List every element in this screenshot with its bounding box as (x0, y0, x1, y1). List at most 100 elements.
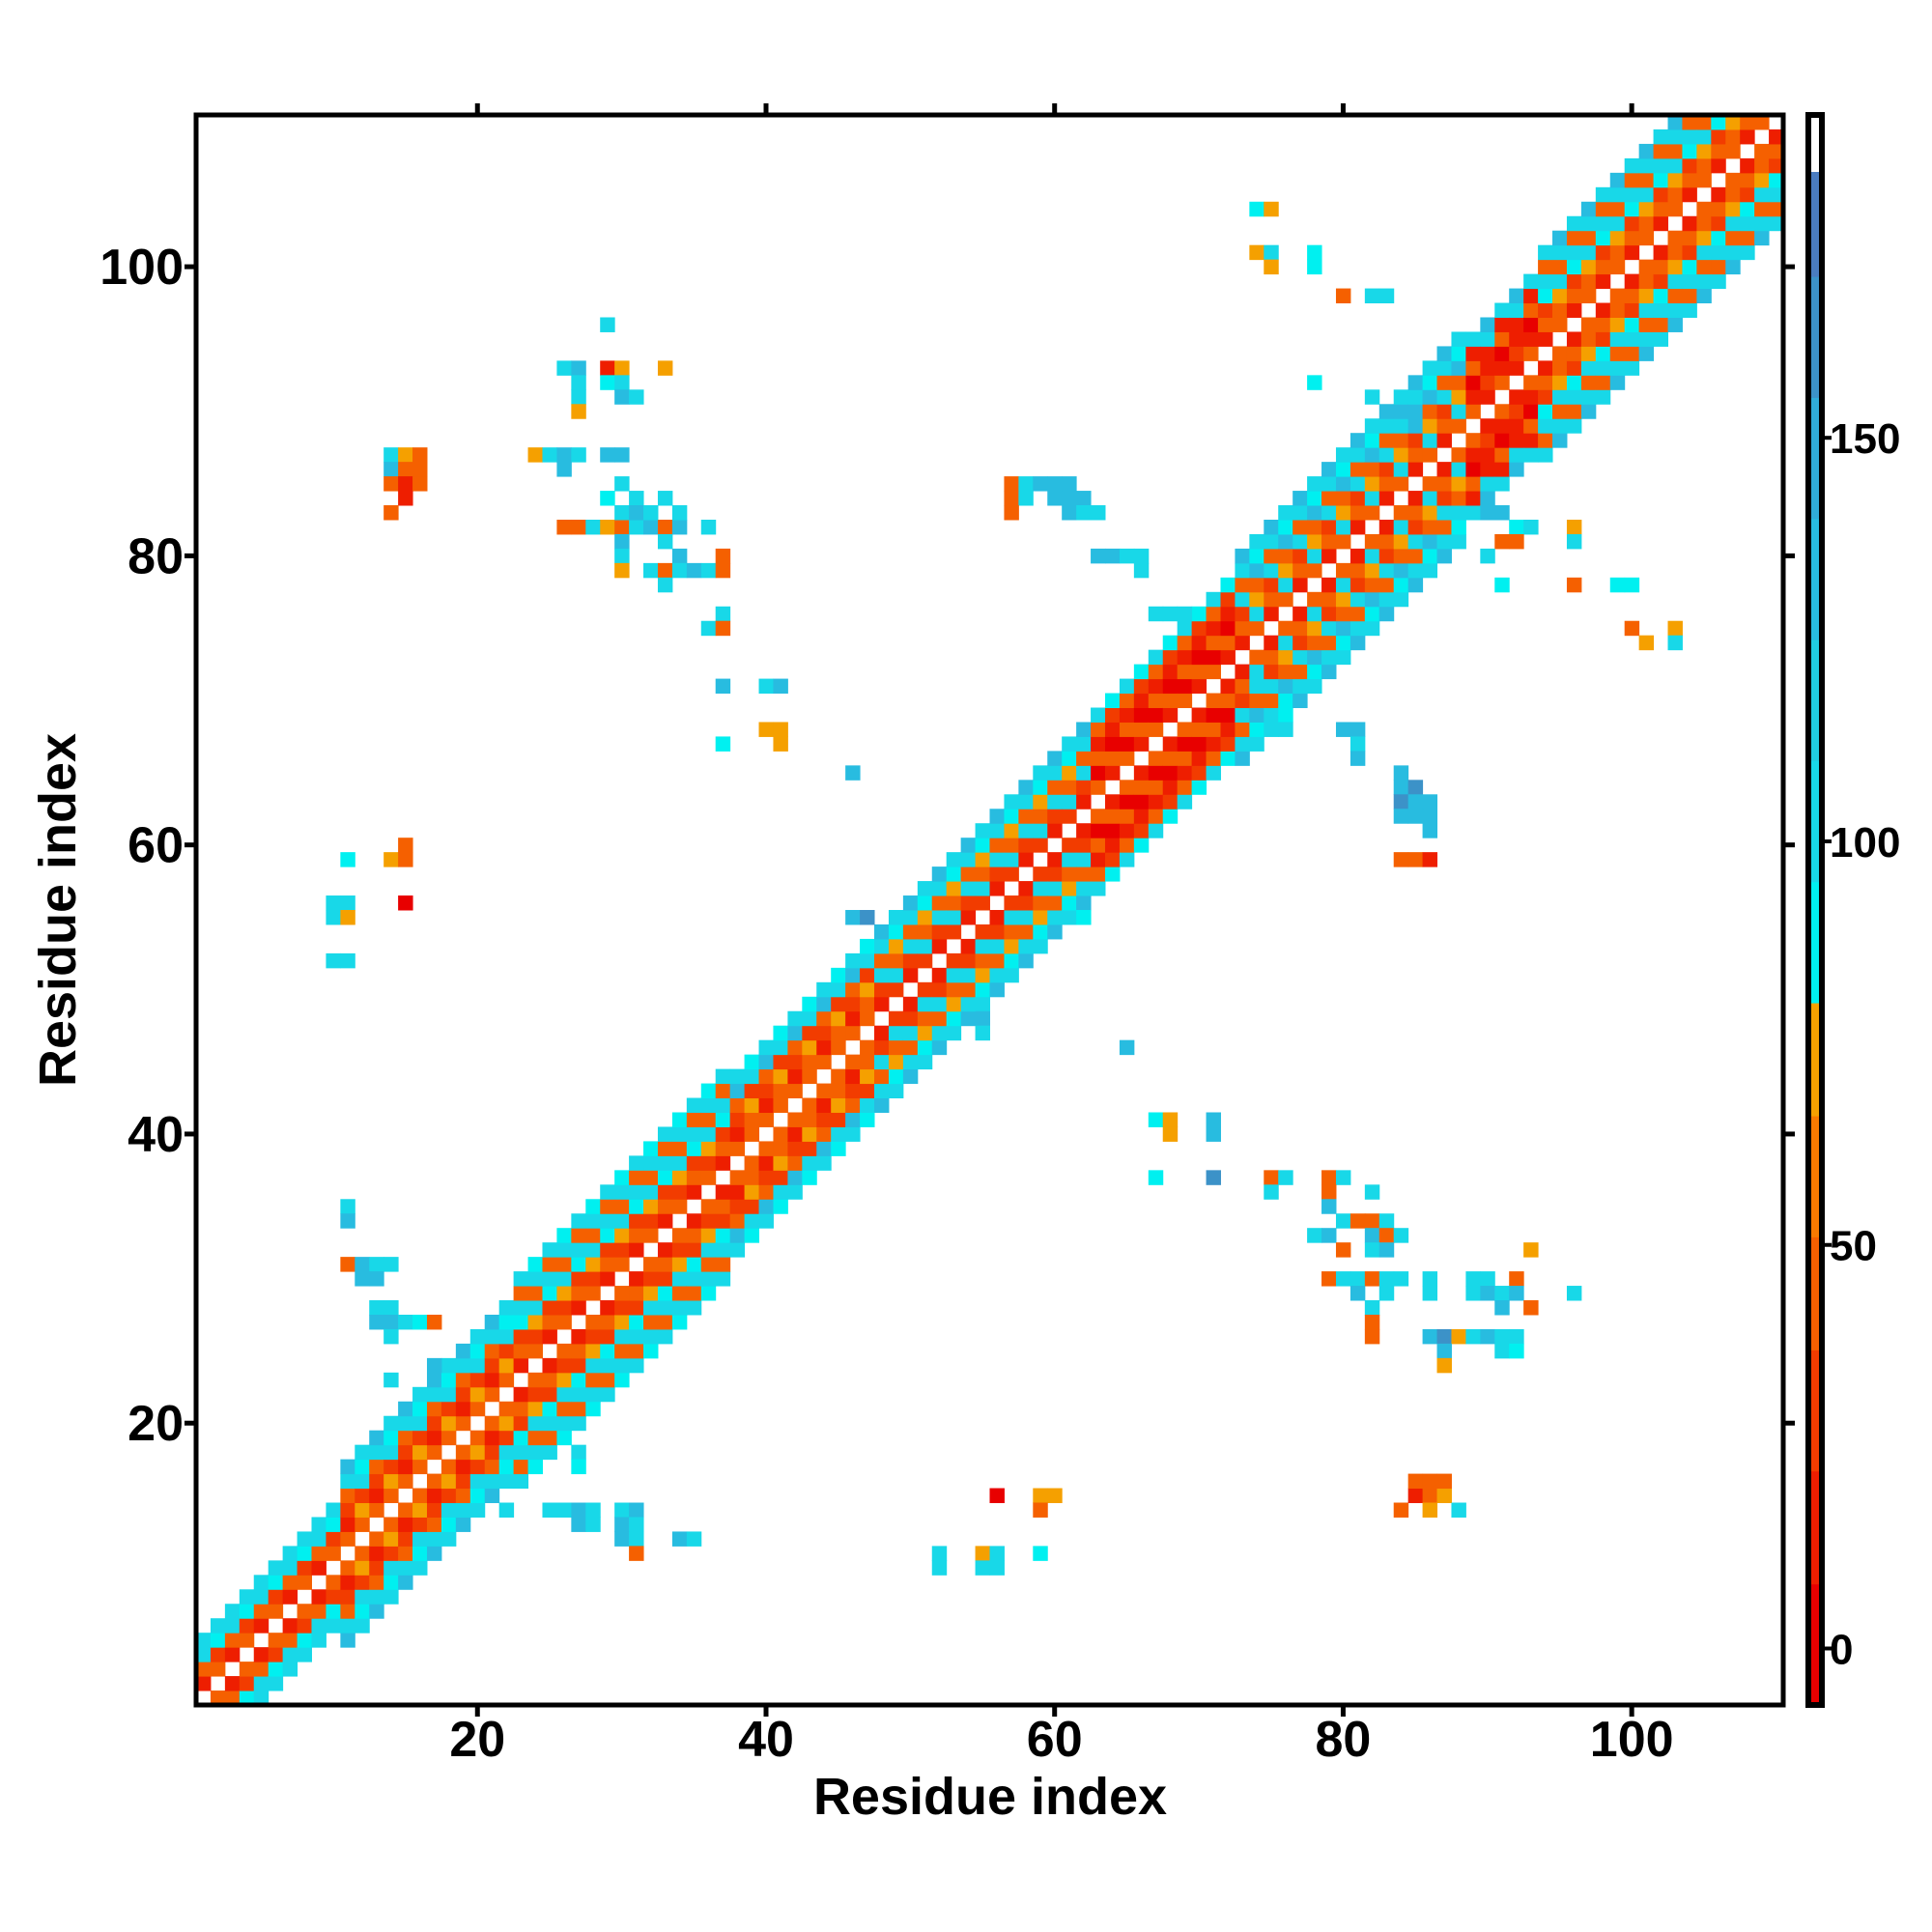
heatmap-cell (874, 923, 890, 940)
heatmap-cell (1264, 533, 1279, 550)
heatmap-cell (1321, 548, 1337, 564)
heatmap-cell (860, 910, 875, 925)
heatmap-cell (787, 1112, 803, 1127)
heatmap-cell (527, 1257, 543, 1272)
heatmap-cell (1407, 418, 1424, 434)
heatmap-cell (1364, 462, 1380, 477)
heatmap-cell (1104, 809, 1121, 824)
heatmap-cell (1235, 620, 1250, 637)
heatmap-cell (527, 1415, 543, 1432)
heatmap-cell (469, 1502, 486, 1518)
heatmap-cell (1264, 577, 1279, 593)
heatmap-cell (1004, 910, 1019, 925)
heatmap-cell (1754, 157, 1770, 174)
heatmap-cell (196, 1647, 212, 1662)
heatmap-cell (1364, 562, 1380, 579)
heatmap-cell (1018, 794, 1034, 810)
heatmap-cell (1436, 418, 1452, 434)
heatmap-cell (643, 1300, 659, 1316)
heatmap-cell (398, 462, 413, 477)
heatmap-cell (1364, 606, 1380, 622)
heatmap-cell (1335, 505, 1351, 521)
heatmap-cell (1249, 562, 1264, 579)
heatmap-cell (369, 1444, 384, 1461)
heatmap-cell (1393, 1271, 1409, 1287)
heatmap-cell (1538, 331, 1553, 347)
heatmap-cell (989, 823, 1005, 838)
heatmap-cell (556, 1314, 572, 1330)
heatmap-cell (1580, 273, 1597, 290)
heatmap-cell (297, 1531, 312, 1547)
heatmap-cell (1177, 751, 1193, 766)
heatmap-cell (975, 952, 990, 969)
heatmap-cell (282, 1662, 298, 1677)
heatmap-cell (1004, 952, 1019, 969)
heatmap-cell (498, 1372, 515, 1388)
heatmap-cell (1033, 938, 1048, 954)
heatmap-cell (600, 1271, 615, 1287)
heatmap-cell (1580, 404, 1597, 419)
heatmap-cell (1538, 288, 1553, 304)
heatmap-cell (1609, 288, 1626, 304)
heatmap-cell (1162, 693, 1179, 709)
heatmap-cell (845, 981, 861, 998)
heatmap-cell (1552, 375, 1568, 390)
heatmap-cell (1191, 678, 1208, 695)
heatmap-cell (1624, 346, 1640, 361)
heatmap-cell (671, 548, 688, 564)
heatmap-cell (729, 1242, 746, 1258)
heatmap-cell (1104, 852, 1121, 867)
heatmap-cell (513, 1473, 529, 1490)
heatmap-cell (1033, 823, 1048, 838)
heatmap-cell (455, 1502, 471, 1518)
heatmap-cell (917, 981, 933, 998)
heatmap-cell (1407, 1473, 1424, 1490)
heatmap-cell (556, 1286, 572, 1301)
heatmap-cell (1047, 910, 1063, 925)
heatmap-cell (773, 1039, 788, 1056)
heatmap-cell (1062, 505, 1077, 521)
heatmap-cell (643, 1257, 659, 1272)
heatmap-cell (498, 1314, 515, 1330)
heatmap-cell (1033, 476, 1048, 492)
heatmap-cell (484, 1328, 500, 1345)
heatmap-cell (1264, 1184, 1279, 1200)
x-tick-label: 40 (738, 1712, 794, 1768)
heatmap-cell (686, 1257, 702, 1272)
heatmap-cell (629, 1517, 644, 1532)
heatmap-cell (1451, 1328, 1466, 1345)
heatmap-cell (1509, 389, 1524, 405)
heatmap-cell (600, 1372, 615, 1388)
heatmap-cell (355, 1488, 370, 1504)
heatmap-cell (1378, 433, 1395, 448)
heatmap-cell (384, 1473, 399, 1490)
heatmap-cell (758, 1039, 774, 1056)
heatmap-cell (917, 895, 933, 911)
heatmap-cell (671, 1199, 688, 1214)
heatmap-cell (1580, 244, 1597, 261)
heatmap-cell (1725, 186, 1741, 203)
heatmap-cell (355, 1604, 370, 1619)
heatmap-cell (1293, 620, 1308, 637)
heatmap-cell (902, 952, 919, 969)
heatmap-cell (1264, 591, 1279, 608)
heatmap-cell (946, 895, 962, 911)
heatmap-cell (643, 1170, 659, 1185)
heatmap-cell (1206, 1126, 1221, 1142)
heatmap-cell (1364, 533, 1380, 550)
heatmap-cell (469, 1459, 486, 1475)
heatmap-cell (614, 1328, 630, 1345)
heatmap-cell (340, 910, 355, 925)
heatmap-cell (369, 1604, 384, 1619)
heatmap-cell (1177, 722, 1193, 737)
heatmap-cell (1465, 375, 1481, 390)
heatmap-cell (902, 938, 919, 954)
heatmap-cell (455, 1372, 471, 1388)
heatmap-cell (1278, 548, 1293, 564)
heatmap-cell (1148, 751, 1164, 766)
heatmap-cell (600, 360, 615, 376)
heatmap-cell (845, 952, 861, 969)
heatmap-cell (888, 1039, 904, 1056)
heatmap-cell (1162, 649, 1179, 666)
heatmap-cell (629, 1300, 644, 1316)
